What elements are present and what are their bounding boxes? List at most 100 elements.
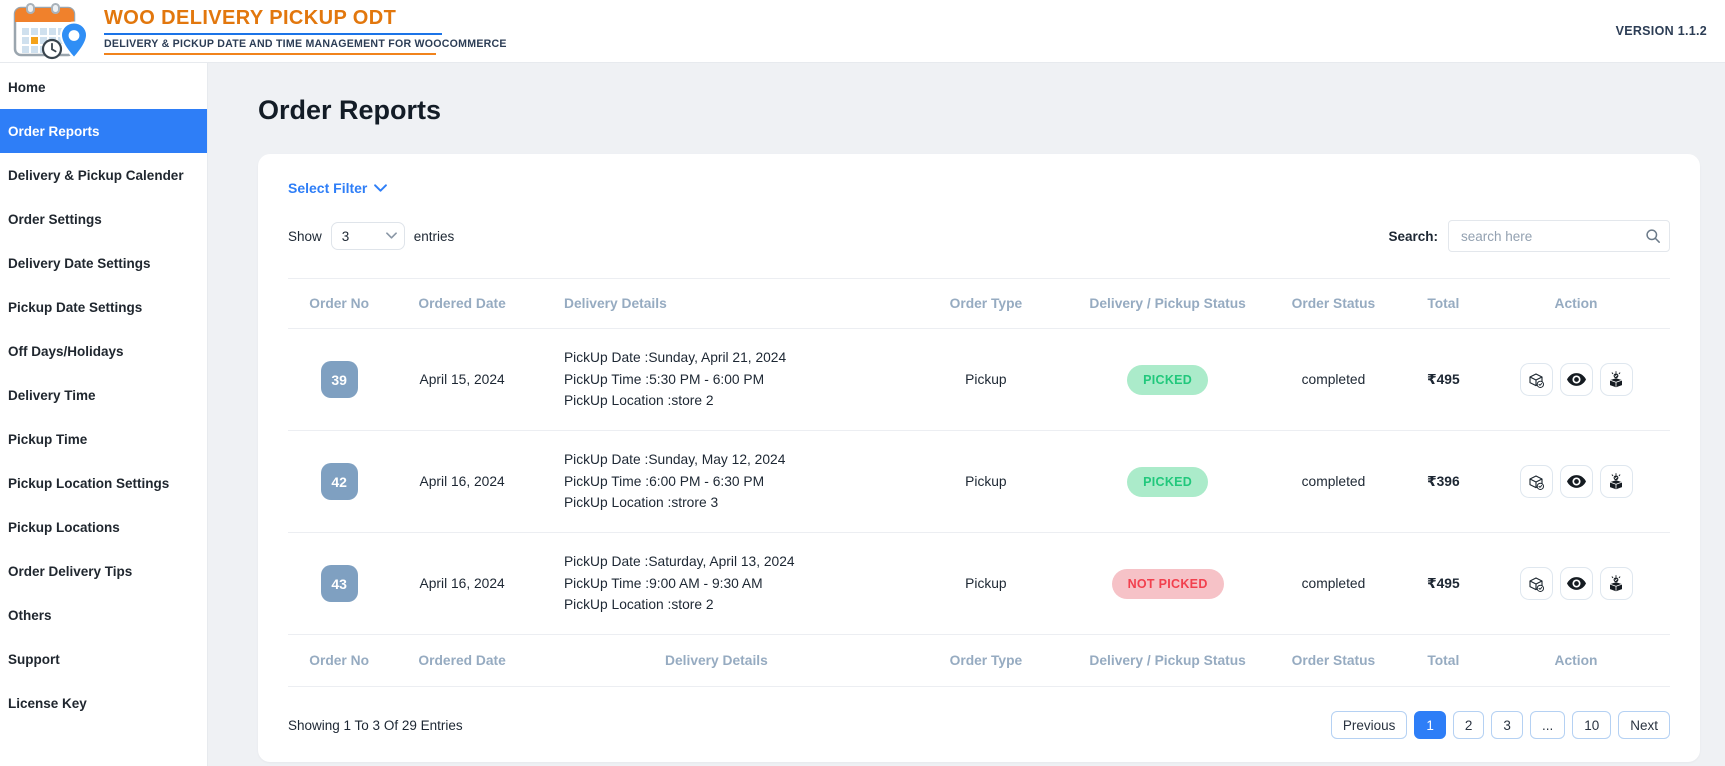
delivery-details: PickUp Date :Saturday, April 13, 2024 Pic… [533, 532, 899, 635]
page-button-10[interactable]: 10 [1572, 711, 1612, 739]
order-reports-card: Select Filter Show 3 ent [258, 154, 1700, 762]
order-total: ₹396 [1404, 430, 1483, 533]
sidebar-item-pickup-location-settings[interactable]: Pickup Location Settings [0, 461, 207, 505]
app-header: WOO DELIVERY PICKUP ODT DELIVERY & PICKU… [0, 0, 1725, 63]
footer-column-header-order-type: Order Type [898, 634, 1073, 687]
table-toolbar: Show 3 entries Search: [288, 220, 1670, 252]
table-row: 42 April 16, 2024 PickUp Date :Sunday, M… [288, 430, 1670, 533]
page-button-ellipsis[interactable]: ... [1529, 711, 1566, 739]
select-filter-toggle[interactable]: Select Filter [288, 180, 388, 196]
footer-column-header-order-no: Order No [288, 634, 391, 687]
ordered-date: April 16, 2024 [390, 430, 534, 533]
footer-column-header-order-status: Order Status [1262, 634, 1405, 687]
search-control: Search: [1388, 220, 1670, 252]
page-title: Order Reports [258, 95, 442, 125]
ordered-date: April 15, 2024 [390, 328, 534, 431]
sidebar-item-others[interactable]: Others [0, 593, 207, 637]
app-title: WOO DELIVERY PICKUP ODT [104, 7, 397, 29]
order-total: ₹495 [1404, 328, 1483, 431]
page-button-1[interactable]: 1 [1414, 711, 1446, 739]
version-label: VERSION 1.1.2 [1615, 24, 1707, 38]
sidebar: Home Order Reports Delivery & Pickup Calen… [0, 63, 208, 766]
sidebar-item-label: Pickup Date Settings [8, 299, 143, 315]
delivery-pickup-status-badge: NOT PICKED [1111, 568, 1224, 599]
column-header-delivery-pickup-status: Delivery / Pickup Status [1072, 278, 1263, 329]
sidebar-item-label: Delivery & Pickup Calender [8, 167, 184, 183]
sidebar-item-license-key[interactable]: License Key [0, 681, 207, 725]
order-no-badge: 42 [320, 463, 358, 500]
order-status: completed [1262, 430, 1405, 533]
sidebar-item-home[interactable]: Home [0, 65, 207, 109]
ordered-date: April 16, 2024 [390, 532, 534, 635]
order-status: completed [1262, 328, 1405, 431]
sidebar-item-support[interactable]: Support [0, 637, 207, 681]
sidebar-item-label: License Key [8, 695, 87, 711]
action-package-button[interactable] [1519, 465, 1553, 498]
page-button-next[interactable]: Next [1618, 711, 1670, 739]
sidebar-item-delivery-time[interactable]: Delivery Time [0, 373, 207, 417]
sidebar-item-label: Delivery Time [8, 387, 96, 403]
sidebar-item-label: Others [8, 607, 52, 623]
sidebar-item-delivery-pickup-calender[interactable]: Delivery & Pickup Calender [0, 153, 207, 197]
order-total: ₹495 [1404, 532, 1483, 635]
delivery-details: PickUp Date :Sunday, April 21, 2024 PickU… [533, 328, 899, 431]
action-pickup-button[interactable] [1599, 567, 1633, 600]
eye-icon [1566, 373, 1586, 386]
delivery-details: PickUp Date :Sunday, May 12, 2024 PickUp … [533, 430, 899, 533]
sidebar-item-order-settings[interactable]: Order Settings [0, 197, 207, 241]
package-check-icon [1529, 372, 1544, 388]
sidebar-item-label: Support [8, 651, 60, 667]
footer-column-header-total: Total [1404, 634, 1483, 687]
eye-icon [1566, 475, 1586, 488]
pagination: Previous 1 2 3... 10 Next [1330, 711, 1670, 739]
select-filter-label: Select Filter [288, 180, 368, 196]
search-label: Search: [1388, 228, 1438, 244]
footer-column-header-action: Action [1482, 634, 1670, 687]
delivery-pickup-status-badge: PICKED [1127, 466, 1209, 497]
order-type: Pickup [898, 532, 1073, 635]
page-button-2[interactable]: 2 [1452, 711, 1485, 739]
orders-table: Order No Ordered Date Delivery Details O… [288, 278, 1670, 687]
sidebar-item-label: Off Days/Holidays [8, 343, 124, 359]
sidebar-item-pickup-date-settings[interactable]: Pickup Date Settings [0, 285, 207, 329]
sidebar-item-label: Delivery Date Settings [8, 255, 151, 271]
page-size-select[interactable]: 3 [330, 222, 405, 250]
sidebar-item-delivery-date-settings[interactable]: Delivery Date Settings [0, 241, 207, 285]
action-pickup-button[interactable] [1599, 465, 1633, 498]
row-actions [1519, 465, 1633, 498]
sidebar-item-off-days-holidays[interactable]: Off Days/Holidays [0, 329, 207, 373]
action-package-button[interactable] [1519, 363, 1553, 396]
app-subtitle: DELIVERY & PICKUP DATE AND TIME MANAGEME… [104, 38, 507, 50]
sidebar-item-pickup-time[interactable]: Pickup Time [0, 417, 207, 461]
column-header-delivery-details: Delivery Details [533, 278, 899, 329]
page-button-3[interactable]: 3 [1491, 711, 1523, 739]
unbox-check-icon [1609, 370, 1623, 387]
order-type: Pickup [898, 328, 1073, 431]
sidebar-item-label: Pickup Locations [8, 519, 120, 535]
chevron-down-icon [374, 184, 388, 192]
action-view-button[interactable] [1559, 567, 1593, 600]
order-no-badge: 43 [320, 565, 358, 602]
column-header-order-status: Order Status [1262, 278, 1405, 329]
sidebar-item-label: Pickup Time [8, 431, 88, 447]
action-package-button[interactable] [1519, 567, 1553, 600]
table-footer-header-row: Order No Ordered Date Delivery Details O… [288, 634, 1670, 687]
column-header-total: Total [1404, 278, 1483, 329]
show-label: Show [288, 228, 322, 244]
action-view-button[interactable] [1559, 465, 1593, 498]
action-view-button[interactable] [1559, 363, 1593, 396]
table-row: 39 April 15, 2024 PickUp Date :Sunday, A… [288, 328, 1670, 431]
action-pickup-button[interactable] [1599, 363, 1633, 396]
entries-label: entries [413, 228, 455, 244]
column-header-action: Action [1482, 278, 1670, 329]
sidebar-item-pickup-locations[interactable]: Pickup Locations [0, 505, 207, 549]
row-actions [1519, 363, 1633, 396]
sidebar-item-order-delivery-tips[interactable]: Order Delivery Tips [0, 549, 207, 593]
search-icon[interactable] [1645, 228, 1661, 244]
package-check-icon [1529, 474, 1544, 490]
show-entries-control: Show 3 entries [288, 222, 454, 250]
search-input[interactable] [1448, 220, 1670, 252]
sidebar-item-order-reports[interactable]: Order Reports [0, 109, 207, 153]
order-status: completed [1262, 532, 1405, 635]
page-button-previous[interactable]: Previous [1330, 711, 1408, 739]
